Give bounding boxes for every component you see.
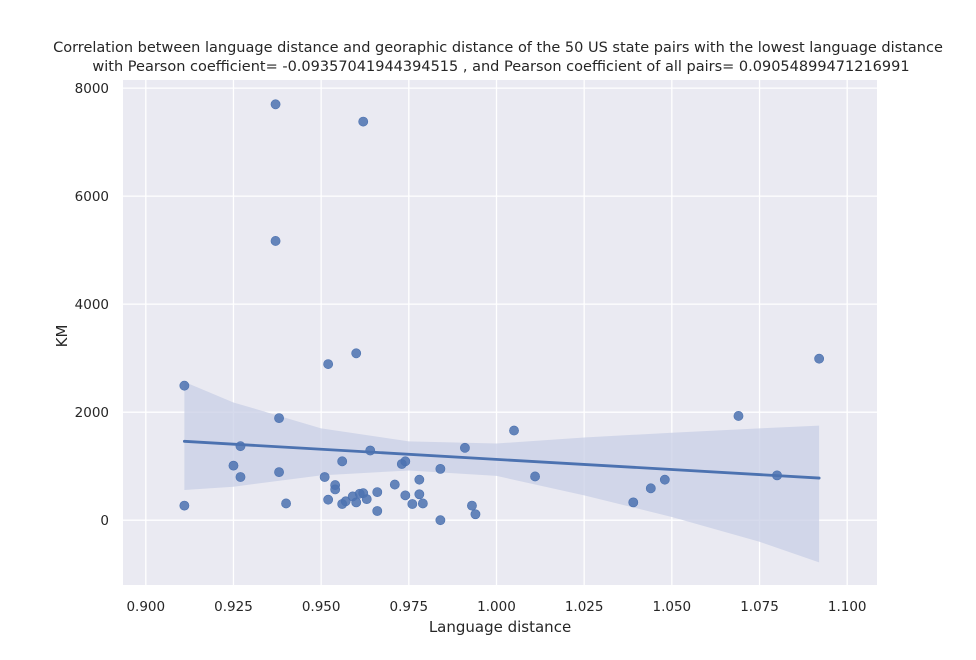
data-point-39 (467, 500, 477, 511)
confidence-band (184, 381, 820, 563)
data-points (179, 99, 825, 526)
y-tick-label-4: 8000 (75, 81, 109, 97)
confidence-band-group (184, 381, 820, 563)
x-tick-labels: 0.900 0.925 0.950 0.975 1.000 1.025 1.050 1.075… (126, 599, 866, 615)
data-point-40 (470, 509, 481, 520)
data-point-3 (235, 441, 246, 452)
data-point-24 (361, 494, 372, 505)
y-axis-label: KM (53, 325, 71, 348)
chart-title: Correlation between language distance an… (53, 40, 943, 56)
data-point-12 (323, 359, 334, 369)
x-tick-label-3: 0.975 (389, 599, 428, 615)
data-point-0 (179, 380, 190, 391)
data-point-20 (351, 497, 362, 508)
data-point-46 (733, 411, 744, 421)
data-point-25 (365, 445, 376, 456)
data-point-15 (337, 456, 348, 467)
data-point-7 (274, 413, 284, 424)
y-tick-label-1: 2000 (75, 405, 109, 421)
data-point-26 (372, 487, 383, 498)
data-point-34 (414, 474, 425, 485)
data-point-42 (530, 471, 540, 482)
y-tick-labels: 0 2000 4000 6000 8000 (75, 81, 109, 529)
data-point-33 (414, 489, 425, 500)
y-tick-label-2: 4000 (75, 297, 109, 313)
data-point-35 (417, 498, 428, 509)
data-point-44 (645, 483, 656, 494)
data-point-32 (407, 499, 418, 509)
x-axis-label: Language distance (429, 618, 571, 636)
data-point-5 (270, 99, 281, 110)
data-point-11 (323, 494, 334, 505)
data-point-48 (814, 353, 825, 364)
x-tick-label-5: 1.025 (565, 599, 604, 615)
data-point-8 (274, 467, 284, 478)
data-point-38 (460, 442, 470, 453)
data-point-9 (281, 498, 291, 509)
x-tick-label-8: 1.100 (828, 599, 867, 615)
data-point-2 (228, 460, 239, 471)
data-point-43 (628, 497, 639, 508)
data-point-31 (400, 490, 411, 501)
data-point-10 (319, 472, 330, 482)
data-point-37 (435, 515, 446, 526)
data-point-17 (340, 496, 351, 507)
data-point-22 (358, 116, 369, 127)
data-point-19 (351, 348, 362, 359)
data-point-45 (659, 474, 670, 485)
data-point-27 (372, 506, 383, 516)
data-point-41 (509, 425, 519, 436)
regression-line-group (182, 439, 821, 480)
x-tick-label-6: 1.050 (653, 599, 692, 615)
x-tick-label-7: 1.075 (740, 599, 779, 615)
regression-line (182, 439, 821, 480)
data-point-28 (389, 479, 400, 490)
y-tick-label-0: 0 (100, 513, 109, 529)
data-point-4 (235, 472, 246, 482)
x-tick-label-2: 0.950 (302, 599, 341, 615)
data-point-6 (270, 236, 281, 246)
data-point-1 (179, 500, 190, 511)
chart-subtitle: with Pearson coefficient= -0.09357041944… (92, 59, 909, 75)
x-tick-label-1: 0.925 (214, 599, 253, 615)
y-tick-label-3: 6000 (75, 189, 109, 205)
x-tick-label-4: 1.000 (477, 599, 516, 615)
data-point-14 (330, 484, 341, 495)
data-point-36 (435, 463, 446, 474)
x-tick-label-0: 0.900 (126, 599, 165, 615)
data-point-47 (772, 470, 782, 481)
data-point-30 (400, 456, 411, 467)
